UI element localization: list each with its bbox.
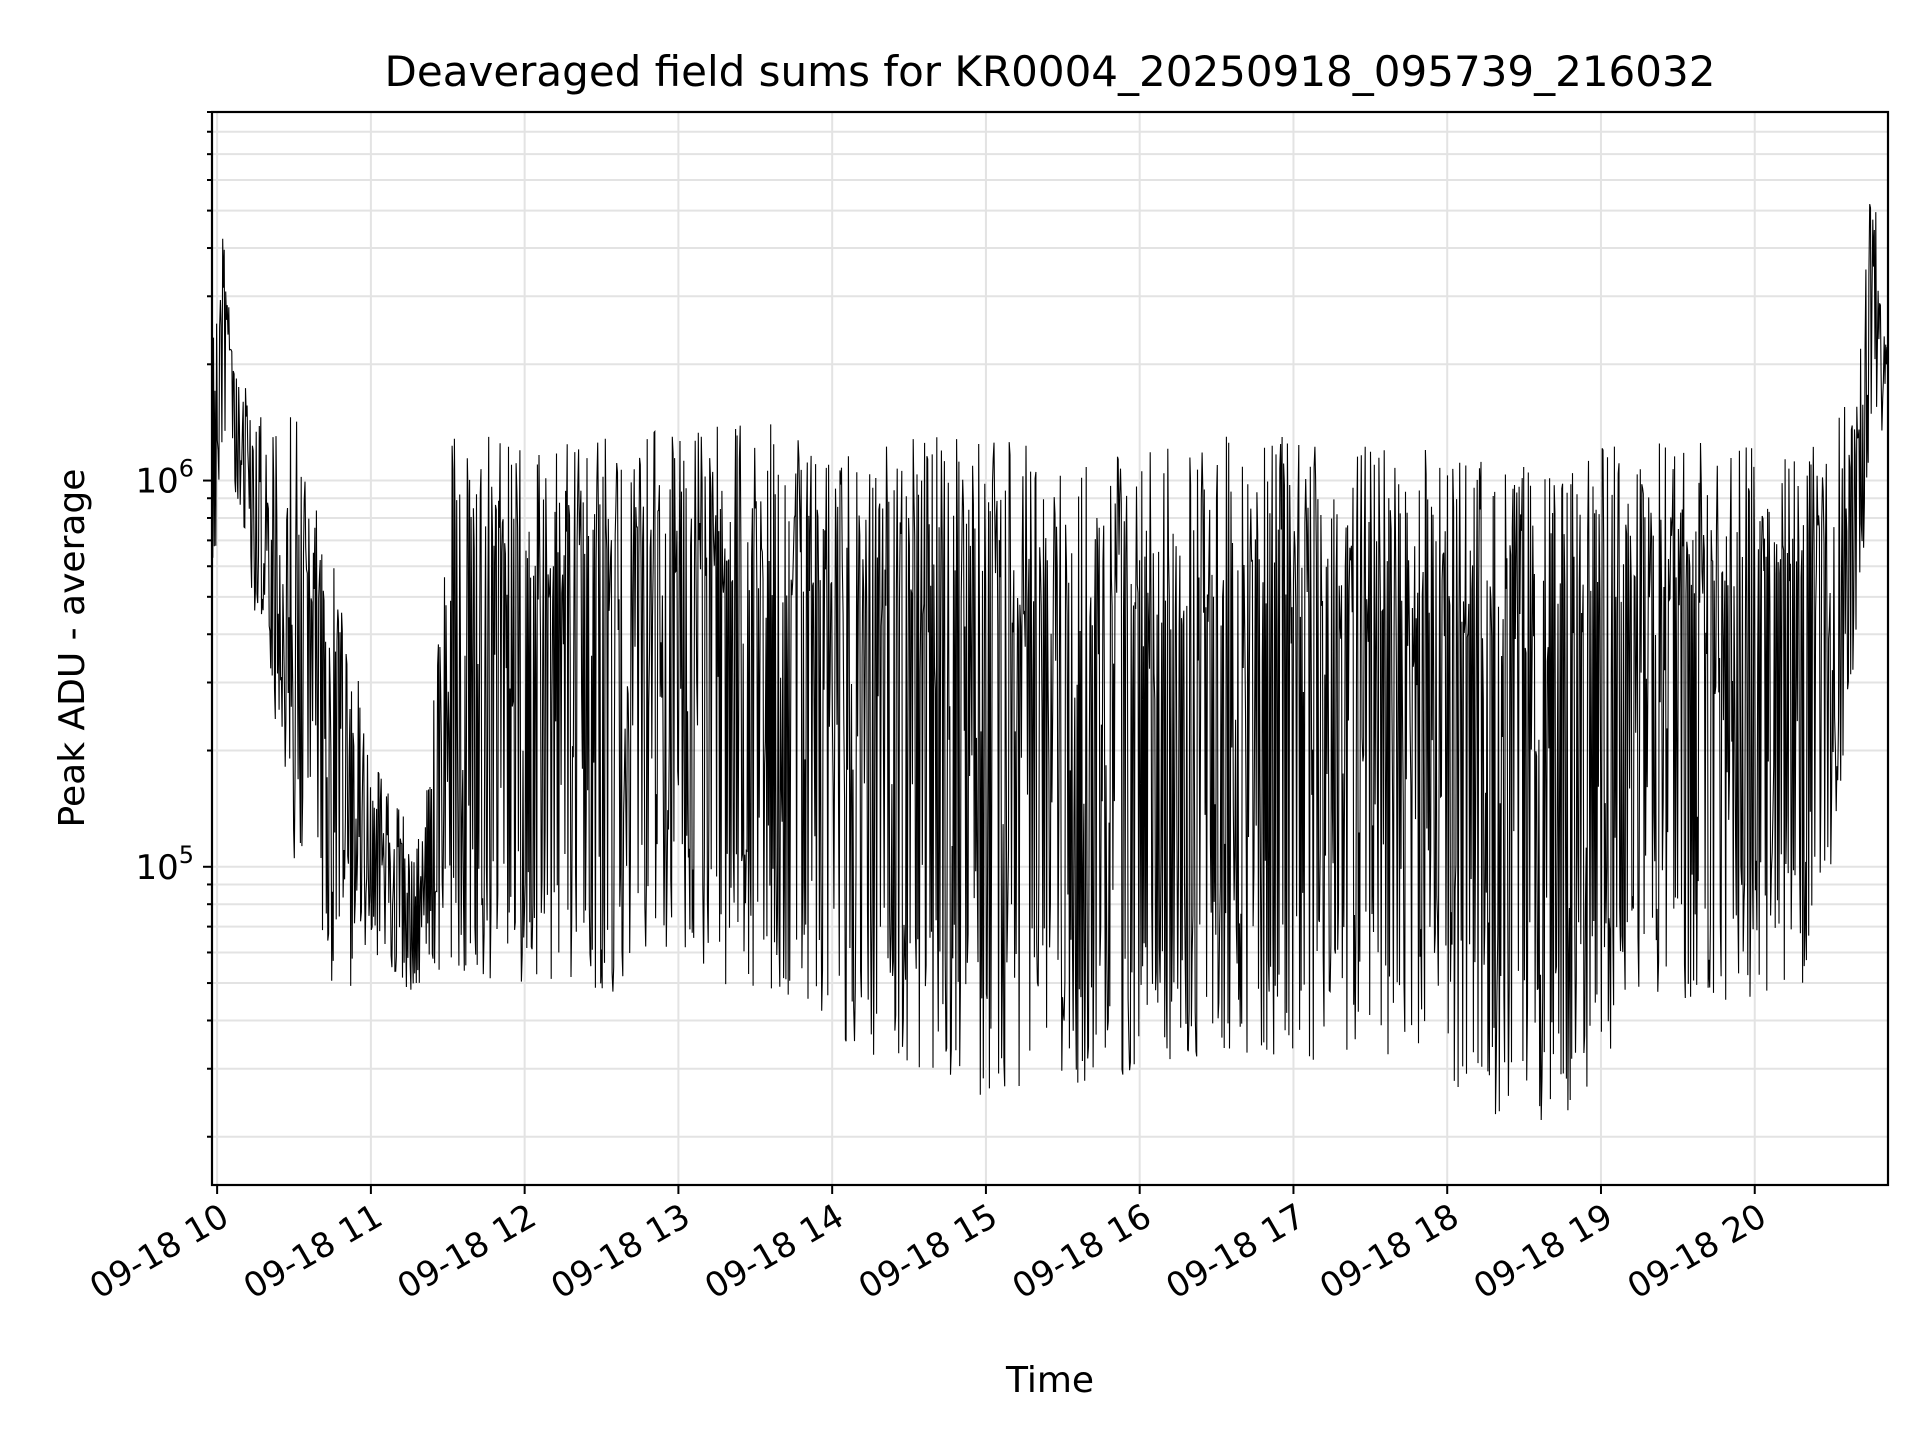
x-tick-label: 09-18 20 xyxy=(1621,1196,1773,1307)
plot-frame xyxy=(210,110,1890,1187)
x-tick-label: 09-18 19 xyxy=(1467,1196,1619,1307)
y-tick-label: 106 xyxy=(135,455,194,502)
x-axis-label: Time xyxy=(1005,1360,1094,1401)
x-tick-label: 09-18 17 xyxy=(1160,1196,1312,1307)
series-line xyxy=(212,203,1888,1121)
y-tick-label: 105 xyxy=(135,841,194,888)
y-axis-label: Peak ADU - average xyxy=(52,469,93,828)
chart-title: Deaveraged field sums for KR0004_2025091… xyxy=(385,47,1716,96)
x-tick-label: 09-18 12 xyxy=(391,1196,543,1307)
x-tick-label: 09-18 14 xyxy=(698,1196,850,1307)
y-axis-ticks: 105 106 xyxy=(135,111,212,1138)
x-tick-label: 09-18 11 xyxy=(237,1196,389,1307)
data-series xyxy=(212,203,1888,1121)
x-tick-label: 09-18 16 xyxy=(1006,1196,1158,1307)
x-tick-label: 09-18 13 xyxy=(545,1196,697,1307)
x-tick-label: 09-18 18 xyxy=(1313,1196,1465,1307)
x-axis-ticks: 09-18 10 09-18 11 09-18 12 09-18 13 09-18 14… xyxy=(83,1185,1773,1307)
x-tick-label: 09-18 10 xyxy=(83,1196,235,1307)
x-tick-label: 09-18 15 xyxy=(852,1196,1004,1307)
